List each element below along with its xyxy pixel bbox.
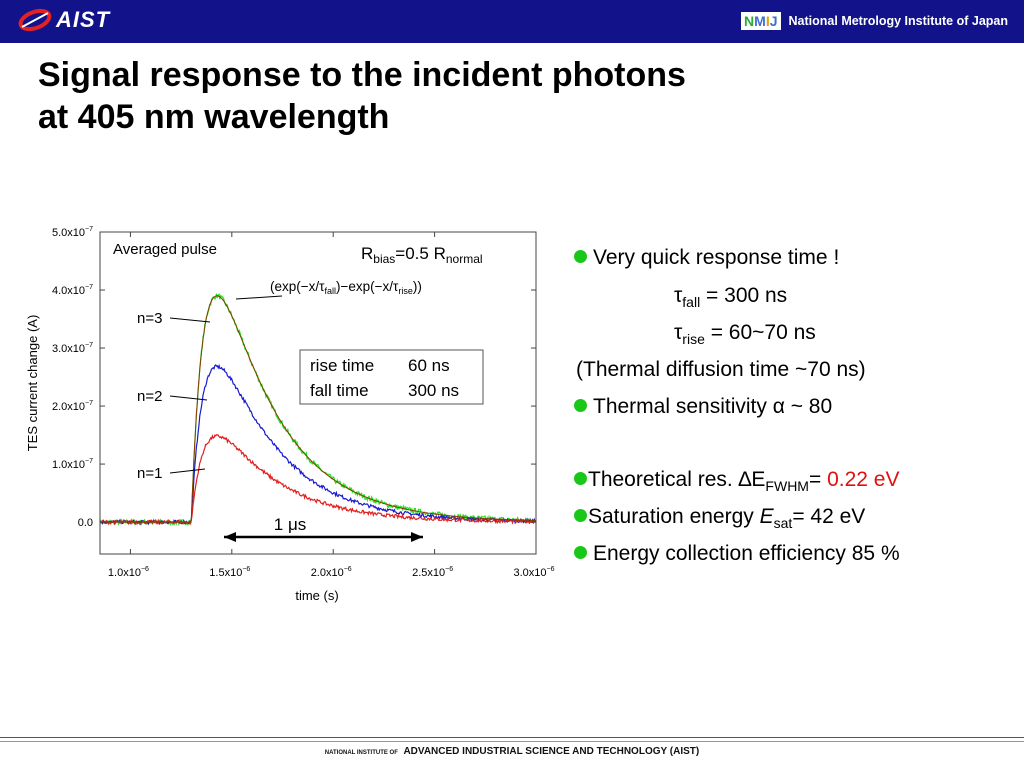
nmij-badge: NMIJ xyxy=(741,12,781,30)
y-tick-label: 2.0x10−7 xyxy=(52,400,93,413)
series-line-n1 xyxy=(99,433,537,526)
pointer-n3 xyxy=(169,317,211,323)
institute-name: National Metrology Institute of Japan xyxy=(788,14,1008,28)
footer-rule xyxy=(0,737,1024,738)
bullet-tau-fall: τfall = 300 ns xyxy=(674,284,788,311)
param-fall-key: fall time xyxy=(310,381,369,400)
x-axis-label: time (s) xyxy=(295,588,338,603)
rbias-label: Rbias=0.5 Rnormal xyxy=(361,244,483,266)
x-tick-label: 3.0x10−6 xyxy=(513,566,554,579)
title-line-1: Signal response to the incident photons xyxy=(38,56,686,94)
bullet-response-time: Very quick response time ! xyxy=(574,246,839,270)
pointer-n2 xyxy=(169,395,208,401)
pulse-chart: 0.0 1.0x10−7 2.0x10−7 3.0x10−7 4.0x10−7 5.0x1… xyxy=(25,226,555,603)
bullet-dot-icon xyxy=(574,250,587,263)
scale-bar-label: 1 μs xyxy=(274,515,306,534)
x-tick-label: 2.5x10−6 xyxy=(412,566,453,579)
x-tick-label: 2.0x10−6 xyxy=(311,566,352,579)
averaged-pulse-label: Averaged pulse xyxy=(113,241,217,258)
param-rise-key: rise time xyxy=(310,356,374,375)
bullet-dot-icon xyxy=(574,399,587,412)
aist-swoosh-icon xyxy=(18,8,52,32)
bullet-tau-rise: τrise = 60~70 ns xyxy=(674,321,816,348)
title-line-2: at 405 nm wavelength xyxy=(38,98,390,136)
bullet-dot-icon xyxy=(574,472,587,485)
fit-formula: (exp(−x/τfall)−exp(−x/τrise)) xyxy=(270,279,422,296)
bullet-thermal-sensitivity: Thermal sensitivity α ~ 80 xyxy=(574,395,832,419)
bullet-theoretical-resolution: Theoretical res. ∆EFWHM= 0.22 eV xyxy=(574,468,899,494)
x-tick-label: 1.5x10−6 xyxy=(209,566,250,579)
param-fall-value: 300 ns xyxy=(408,381,459,400)
series-label-n3: n=3 xyxy=(137,310,162,327)
series-label-n1: n=1 xyxy=(137,465,162,482)
bullet-collection-efficiency: Energy collection efficiency 85 % xyxy=(574,542,900,566)
header-bar: AIST NMIJ National Metrology Institute o… xyxy=(0,0,1024,43)
param-rise-value: 60 ns xyxy=(408,356,450,375)
y-tick-label: 5.0x10−7 xyxy=(52,226,93,239)
plot-frame xyxy=(99,231,537,555)
y-tick-label: 4.0x10−7 xyxy=(52,284,93,297)
y-tick-label: 1.0x10−7 xyxy=(52,458,93,471)
series-line-n3 xyxy=(99,293,537,527)
nmij-logo: NMIJ National Metrology Institute of Jap… xyxy=(741,12,1008,30)
aist-wordmark: AIST xyxy=(56,7,111,32)
x-tick-label: 1.0x10−6 xyxy=(108,566,149,579)
bullet-dot-icon xyxy=(574,546,587,559)
bullet-saturation-energy: Saturation energy Esat= 42 eV xyxy=(574,505,865,531)
slide-title: Signal response to the incident photons … xyxy=(38,54,686,138)
bullet-thermal-diffusion: (Thermal diffusion time ~70 ns) xyxy=(576,358,866,381)
fit-parameter-box: rise time 60 ns fall time 300 ns xyxy=(299,349,484,405)
bullet-dot-icon xyxy=(574,509,587,522)
fit-curve xyxy=(100,295,537,523)
resolution-value: 0.22 eV xyxy=(827,468,900,491)
pointer-n1 xyxy=(169,468,206,474)
footer-text: NATIONAL INSTITUTE OF ADVANCED INDUSTRIA… xyxy=(324,746,700,757)
y-tick-label: 0.0 xyxy=(78,517,93,529)
y-tick-label: 3.0x10−7 xyxy=(52,342,93,355)
aist-logo: AIST xyxy=(18,7,110,33)
y-axis-label: TES current change (A) xyxy=(25,315,40,452)
scale-bar: 1 μs xyxy=(224,515,423,542)
series-label-n2: n=2 xyxy=(137,388,162,405)
fit-pointer xyxy=(235,295,283,300)
footer-rule xyxy=(0,741,1024,742)
